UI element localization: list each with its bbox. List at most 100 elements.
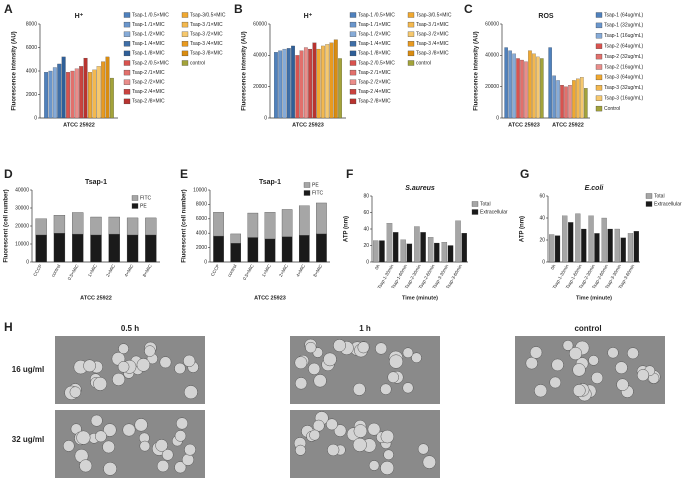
bar-segment: [53, 233, 66, 263]
legend-label: PE: [312, 182, 319, 188]
cell: [616, 378, 629, 391]
cell: [144, 345, 156, 357]
y-tick-label: 0: [496, 115, 499, 121]
bar-segment: [53, 215, 66, 234]
bar: [620, 237, 626, 263]
panel-label: F: [346, 167, 353, 181]
cell: [534, 384, 548, 398]
bar: [74, 68, 79, 119]
y-tick-label: 40000: [253, 53, 267, 59]
legend-label: Tsap-3/0.5×MIC: [416, 12, 452, 18]
bar: [83, 57, 88, 119]
bar: [70, 70, 75, 119]
bar: [536, 56, 540, 119]
bar: [575, 213, 581, 263]
bar-segment: [72, 212, 84, 235]
bar: [504, 47, 508, 119]
x-tick-label: ATCC 25922: [552, 122, 584, 128]
bar: [508, 50, 512, 119]
bar: [92, 69, 97, 119]
cell: [312, 419, 325, 432]
legend-label: Tsap-1 (64ug/mL): [604, 12, 644, 18]
bar: [601, 217, 607, 263]
bar: [109, 77, 114, 119]
cell: [636, 369, 650, 382]
bar: [333, 39, 338, 119]
legend-label: Tsap-3 /4×MIC: [190, 41, 223, 47]
legend-swatch: [349, 12, 357, 18]
legend-label: Tsap-1 /4×MIC: [358, 41, 391, 47]
bar-segment: [247, 237, 259, 263]
bar: [540, 58, 544, 119]
legend-swatch: [407, 12, 415, 18]
y-tick-label: 80: [363, 193, 369, 199]
bar: [96, 66, 101, 119]
bar: [373, 240, 379, 263]
bar-segment: [281, 236, 293, 263]
legend-swatch: [595, 105, 603, 112]
bar-segment: [281, 209, 293, 237]
bar-segment: [264, 212, 276, 240]
y-axis-label: Fluorescent (cell number): [182, 189, 188, 262]
bar: [532, 53, 536, 119]
bar: [594, 233, 600, 263]
legend-swatch: [595, 33, 603, 39]
y-tick-label: 40000: [485, 53, 499, 59]
x-tick-label: 0h: [374, 263, 381, 270]
bar: [386, 223, 393, 263]
legend-label: control: [190, 60, 205, 66]
legend-swatch: [595, 12, 603, 18]
legend-swatch: [303, 182, 311, 188]
legend-swatch: [407, 50, 415, 57]
cell: [529, 346, 543, 359]
y-tick-label: 20: [363, 243, 369, 249]
x-tick-label: control: [50, 264, 61, 278]
cell: [136, 358, 151, 372]
legend-label: FITC: [140, 195, 151, 201]
legend-swatch: [645, 201, 653, 207]
legend-swatch: [123, 79, 131, 85]
y-tick-label: 40000: [15, 187, 29, 193]
bar: [48, 70, 53, 119]
bar-segment: [316, 202, 327, 235]
bar: [434, 242, 440, 263]
bar: [299, 50, 304, 119]
chart-title: Tsap-1: [85, 179, 107, 186]
bar-segment: [213, 235, 224, 263]
y-tick-label: 30000: [15, 205, 29, 211]
bar-segment: [264, 238, 276, 263]
bar: [584, 88, 588, 119]
column-header: 1 h: [359, 324, 371, 333]
bar-segment: [316, 233, 327, 263]
legend-label: Tsap-3 (64ug/mL): [604, 75, 644, 81]
legend-swatch: [123, 12, 131, 18]
bar: [516, 58, 520, 119]
panel-label: A: [4, 2, 13, 16]
cell: [122, 423, 136, 437]
bar: [57, 63, 62, 119]
legend-swatch: [123, 98, 131, 105]
cell: [607, 347, 619, 359]
row-header: 16 ug/ml: [12, 365, 44, 374]
legend-swatch: [349, 41, 357, 47]
bar-segment: [35, 218, 47, 236]
bar: [520, 59, 524, 119]
panel-label: D: [4, 167, 13, 181]
bar: [88, 72, 92, 119]
x-tick-label: 0.5×MIC: [242, 263, 255, 281]
cell: [380, 429, 395, 444]
legend-label: Tsap-2 /2×MIC: [132, 80, 165, 86]
legend-swatch: [471, 201, 479, 207]
legend-label: Tsap-2 /4×MIC: [132, 89, 165, 95]
cell: [402, 347, 414, 359]
cell: [388, 354, 404, 369]
cell: [305, 341, 317, 354]
legend-swatch: [181, 12, 189, 18]
bar: [400, 239, 406, 263]
x-tick-label: CCCP: [210, 264, 221, 278]
legend-label: Tsap-2 /8×MIC: [358, 99, 391, 105]
legend-label: Tsap-2 /4×MIC: [358, 89, 391, 95]
bar: [282, 48, 287, 119]
bar: [420, 232, 426, 263]
cell: [62, 440, 75, 452]
